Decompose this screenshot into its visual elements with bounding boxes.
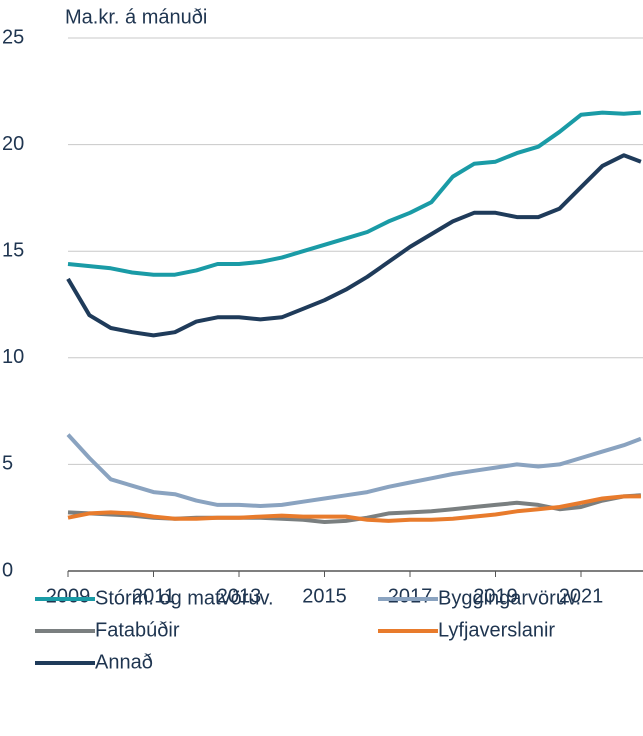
legend-label: Byggingarvöruv. (438, 587, 581, 609)
y-tick-label: 0 (2, 559, 13, 581)
y-tick-label: 15 (2, 239, 24, 261)
x-tick-label: 2017 (388, 585, 433, 607)
x-tick-label: 2013 (217, 585, 262, 607)
y-axis-label: Ma.kr. á mánuði (65, 6, 207, 28)
x-tick-label: 2009 (46, 585, 91, 607)
y-tick-label: 20 (2, 133, 24, 155)
y-tick-label: 5 (2, 453, 13, 475)
series-line (66, 153, 642, 338)
series-line (66, 433, 642, 508)
series-line (67, 110, 642, 277)
x-tick-label: 2021 (559, 585, 604, 607)
x-tick-label: 2015 (302, 585, 347, 607)
legend-label: Stórm. og matvöruv. (95, 587, 274, 609)
x-tick-label: 2011 (132, 585, 175, 607)
y-tick-label: 25 (2, 26, 24, 48)
y-tick-label: 10 (2, 346, 24, 368)
legend-label: Fatabúðir (95, 619, 180, 641)
legend-label: Lyfjaverslanir (438, 619, 555, 641)
legend-label: Annað (95, 651, 153, 673)
x-tick-label: 2019 (473, 585, 518, 607)
series-line (67, 494, 641, 523)
